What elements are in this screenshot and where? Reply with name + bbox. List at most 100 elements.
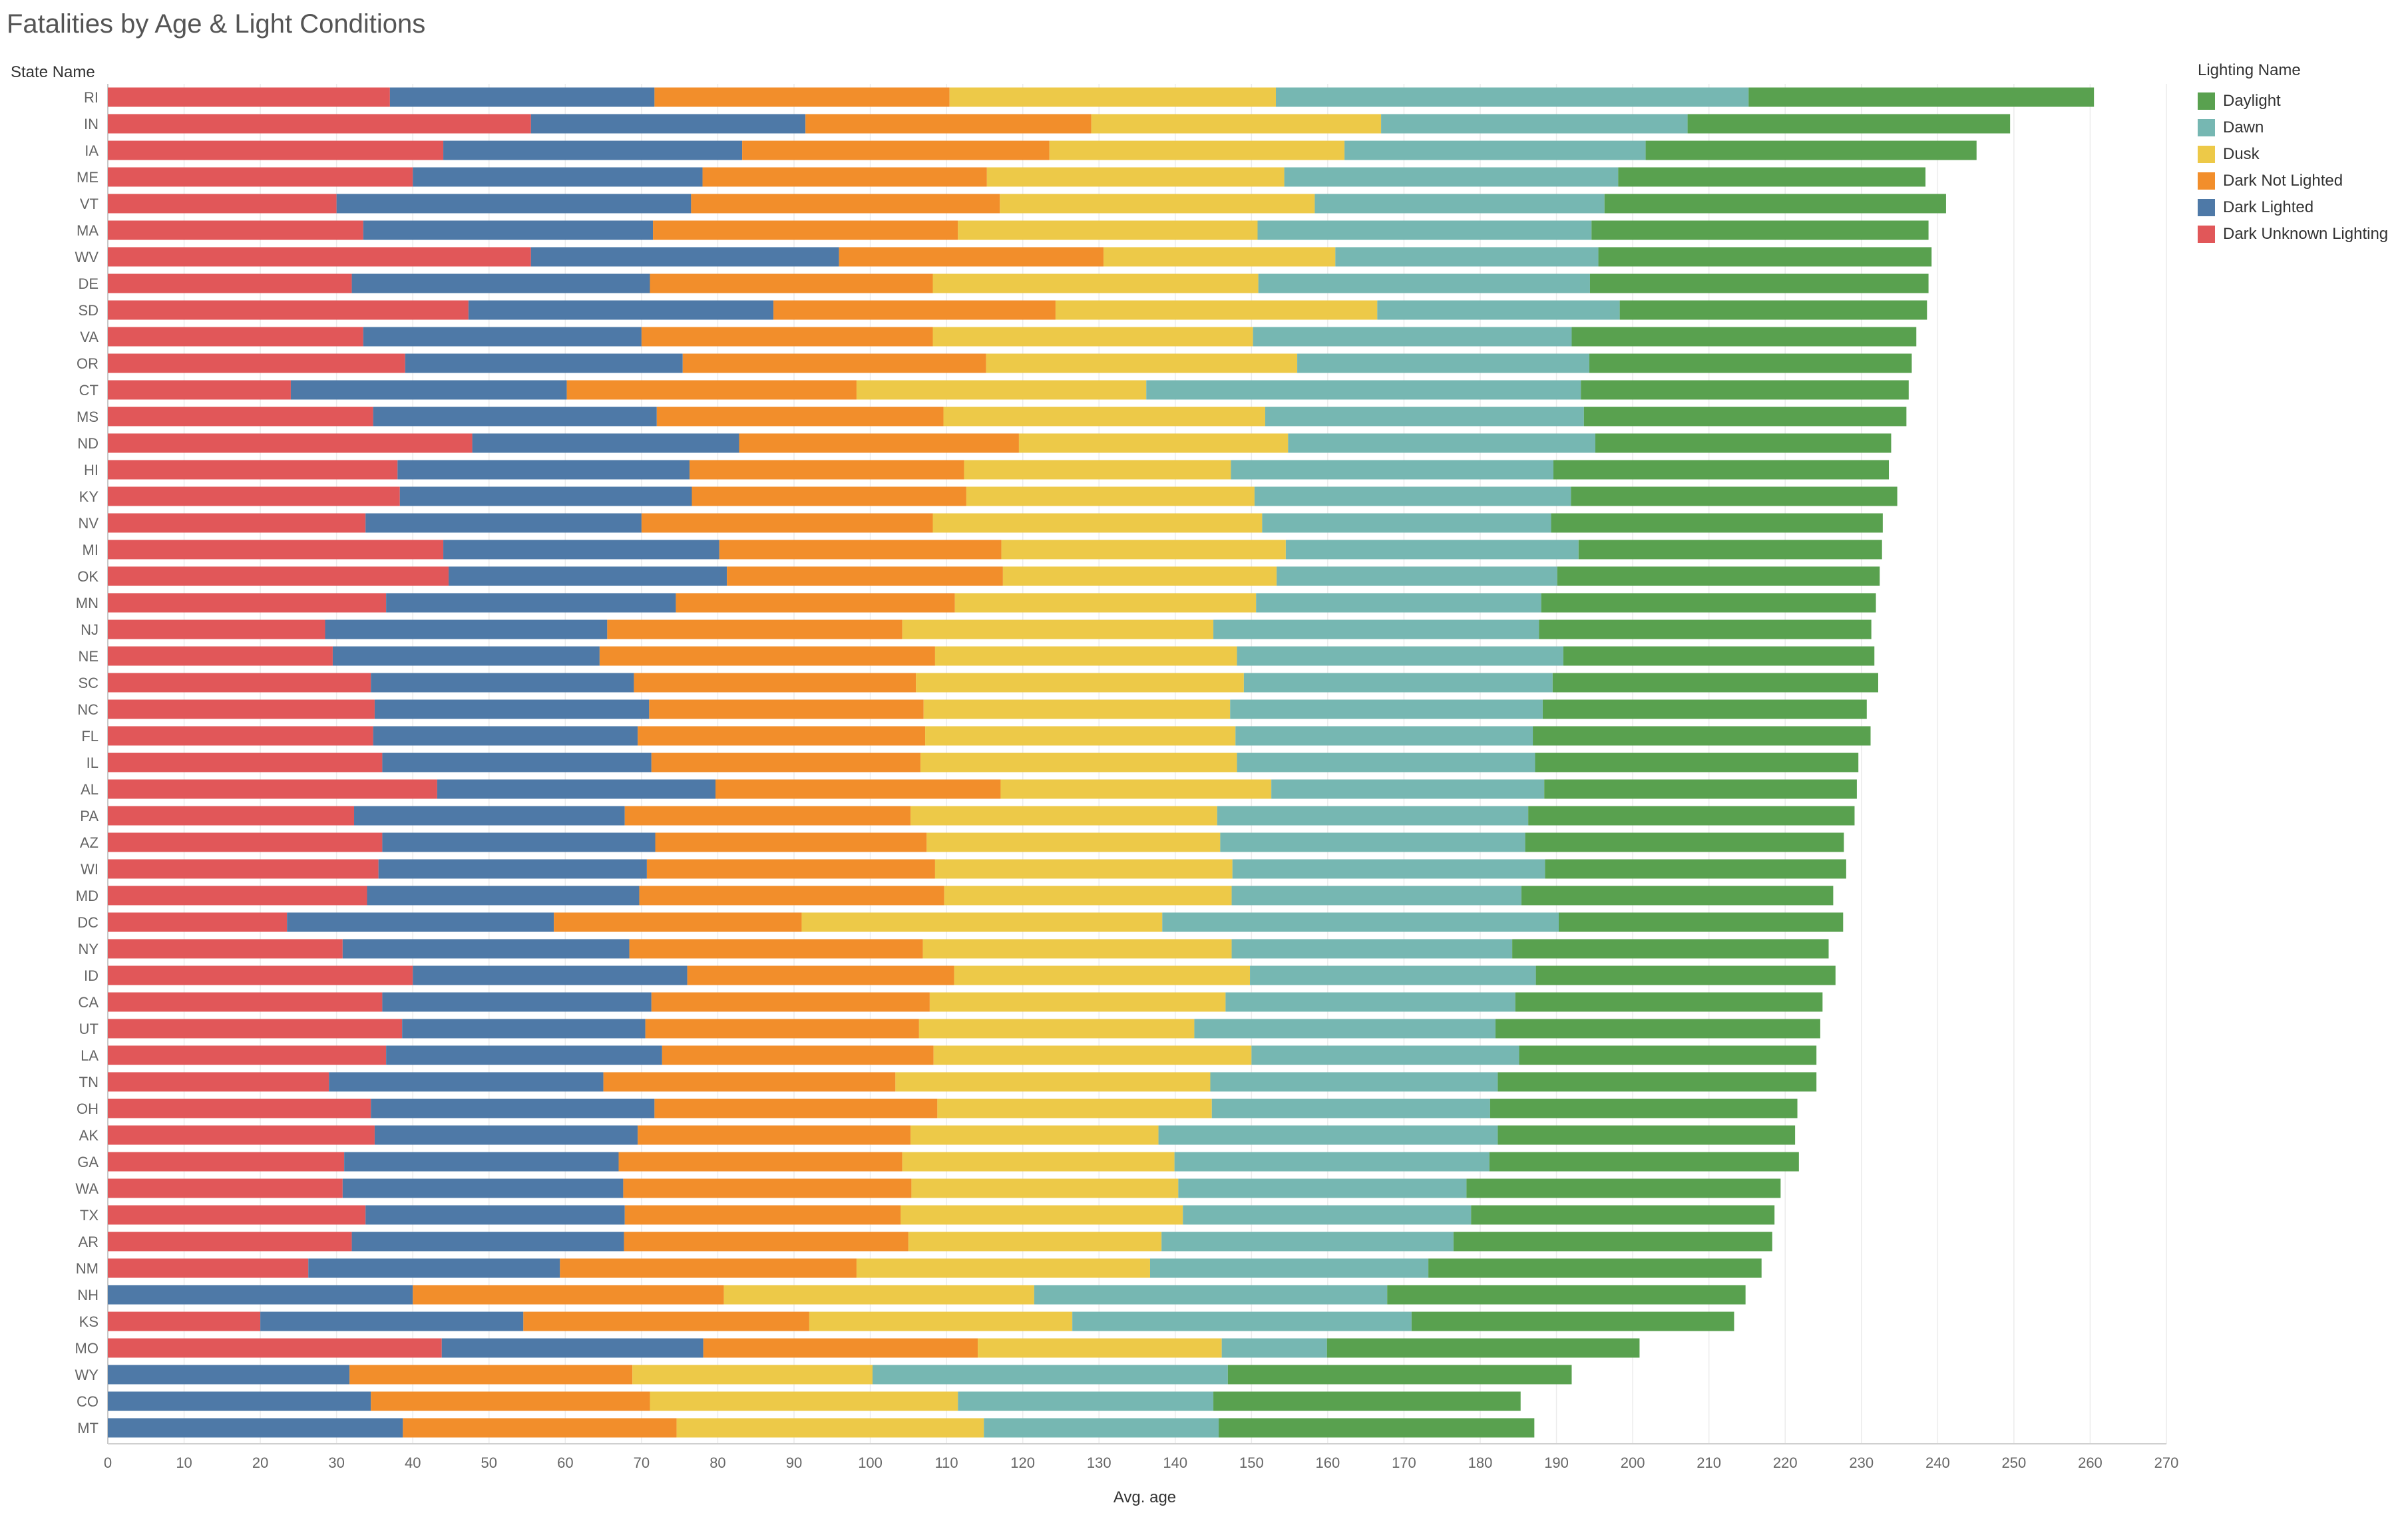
bar-NM-dark-lighted — [308, 1258, 560, 1278]
bar-MD-dusk — [944, 886, 1232, 906]
bar-IA-dawn — [1344, 140, 1646, 160]
x-tick-label: 270 — [2154, 1454, 2179, 1471]
bar-MO-dark-lighted — [441, 1338, 703, 1358]
legend-swatch — [2198, 199, 2215, 216]
legend-item[interactable]: Dark Not Lighted — [2198, 168, 2388, 194]
bar-CO-dusk — [650, 1391, 958, 1411]
x-tick-label: 180 — [1468, 1454, 1493, 1471]
bar-WA-dark-unknown-lighting — [108, 1178, 343, 1198]
bar-MI-dark-not-lighted — [719, 540, 1002, 560]
bar-WY-daylight — [1227, 1365, 1572, 1385]
bar-AZ-dark-unknown-lighting — [108, 832, 383, 852]
x-tick-label: 40 — [405, 1454, 421, 1471]
bar-HI-dark-not-lighted — [690, 460, 964, 480]
y-tick-label: MI — [83, 542, 99, 558]
bar-KS-dark-lighted — [260, 1311, 524, 1331]
bar-TN-dark-lighted — [329, 1072, 604, 1092]
bar-VT-dark-not-lighted — [691, 194, 1000, 214]
x-tick-label: 210 — [1697, 1454, 1721, 1471]
bar-RI-dusk — [949, 87, 1276, 107]
bar-WI-dawn — [1232, 859, 1545, 879]
bar-NJ-dark-not-lighted — [607, 619, 903, 639]
legend-item[interactable]: Dark Unknown Lighting — [2198, 221, 2388, 248]
bar-TN-dusk — [895, 1072, 1211, 1092]
bar-MT-dusk — [676, 1418, 984, 1438]
bar-ID-dawn — [1250, 965, 1536, 985]
bar-CA-dark-not-lighted — [651, 992, 930, 1012]
bar-IA-dusk — [1049, 140, 1345, 160]
bar-WI-dark-not-lighted — [646, 859, 935, 879]
legend-label: Dusk — [2223, 145, 2260, 163]
bar-ID-dark-not-lighted — [687, 965, 954, 985]
bar-AR-dark-lighted — [351, 1232, 624, 1252]
bar-ND-daylight — [1595, 433, 1892, 453]
bar-CT-dusk — [856, 380, 1147, 400]
x-tick-label: 120 — [1010, 1454, 1035, 1471]
bar-FL-dawn — [1235, 726, 1533, 746]
bar-ME-dark-not-lighted — [702, 167, 987, 187]
bar-PA-dark-lighted — [354, 806, 625, 826]
legend-title: Lighting Name — [2198, 61, 2301, 79]
legend-item[interactable]: Daylight — [2198, 88, 2388, 114]
bar-OH-dusk — [937, 1098, 1212, 1118]
y-tick-label: AR — [78, 1234, 99, 1250]
bar-CT-dawn — [1146, 380, 1581, 400]
bar-MT-dark-not-lighted — [403, 1418, 677, 1438]
bar-VA-dark-lighted — [363, 327, 642, 347]
y-tick-label: IL — [87, 755, 99, 771]
legend-item[interactable]: Dawn — [2198, 114, 2388, 141]
bar-OK-daylight — [1557, 566, 1880, 586]
x-tick-label: 90 — [786, 1454, 802, 1471]
bar-IL-dusk — [920, 753, 1237, 772]
legend-item[interactable]: Dusk — [2198, 141, 2388, 168]
bar-VT-dark-unknown-lighting — [108, 194, 337, 214]
y-tick-label: CA — [78, 994, 99, 1011]
bar-ND-dark-lighted — [472, 433, 739, 453]
bar-PA-dark-not-lighted — [624, 806, 911, 826]
x-tick-label: 130 — [1087, 1454, 1111, 1471]
legend-swatch — [2198, 226, 2215, 243]
bar-NH-dusk — [723, 1285, 1034, 1305]
y-tick-label: NJ — [81, 621, 99, 638]
legend-item[interactable]: Dark Lighted — [2198, 194, 2388, 221]
y-tick-label: RI — [84, 89, 99, 106]
bar-NV-dark-unknown-lighting — [108, 513, 366, 533]
legend-label: Dawn — [2223, 118, 2264, 136]
x-tick-label: 0 — [104, 1454, 112, 1471]
bar-ND-dark-unknown-lighting — [108, 433, 473, 453]
bar-OH-dawn — [1211, 1098, 1490, 1118]
bar-NE-dark-lighted — [332, 646, 600, 666]
y-tick-label: MO — [75, 1340, 99, 1357]
bar-WY-dark-lighted — [108, 1365, 350, 1385]
bar-TX-dark-lighted — [365, 1205, 625, 1225]
bar-OH-daylight — [1490, 1098, 1798, 1118]
bar-NC-dawn — [1230, 699, 1543, 719]
bar-LA-daylight — [1519, 1045, 1817, 1065]
bar-MN-dark-lighted — [386, 593, 676, 613]
bar-KY-dawn — [1254, 486, 1571, 506]
bar-VA-dark-not-lighted — [641, 327, 933, 347]
y-tick-label: NY — [78, 941, 99, 957]
y-tick-label: MS — [77, 409, 99, 425]
bars — [108, 87, 2095, 1438]
bar-HI-dusk — [964, 460, 1231, 480]
bar-KY-dusk — [966, 486, 1255, 506]
bar-VA-dusk — [932, 327, 1253, 347]
bar-SC-dark-unknown-lighting — [108, 673, 371, 693]
bar-NM-dusk — [856, 1258, 1150, 1278]
bar-TN-dawn — [1210, 1072, 1498, 1092]
bar-CT-dark-unknown-lighting — [108, 380, 291, 400]
bar-AZ-daylight — [1525, 832, 1844, 852]
bar-NY-dawn — [1231, 939, 1513, 959]
bar-VT-dawn — [1314, 194, 1605, 214]
bar-NY-daylight — [1512, 939, 1829, 959]
bar-NV-daylight — [1551, 513, 1883, 533]
bar-KS-dark-unknown-lighting — [108, 1311, 261, 1331]
bar-DE-dusk — [932, 273, 1259, 293]
bar-RI-dark-unknown-lighting — [108, 87, 390, 107]
y-tick-label: PA — [80, 808, 99, 824]
y-tick-label: DE — [78, 275, 99, 292]
bar-KS-dusk — [809, 1311, 1073, 1331]
bar-MN-dusk — [954, 593, 1257, 613]
bar-FL-dusk — [925, 726, 1236, 746]
